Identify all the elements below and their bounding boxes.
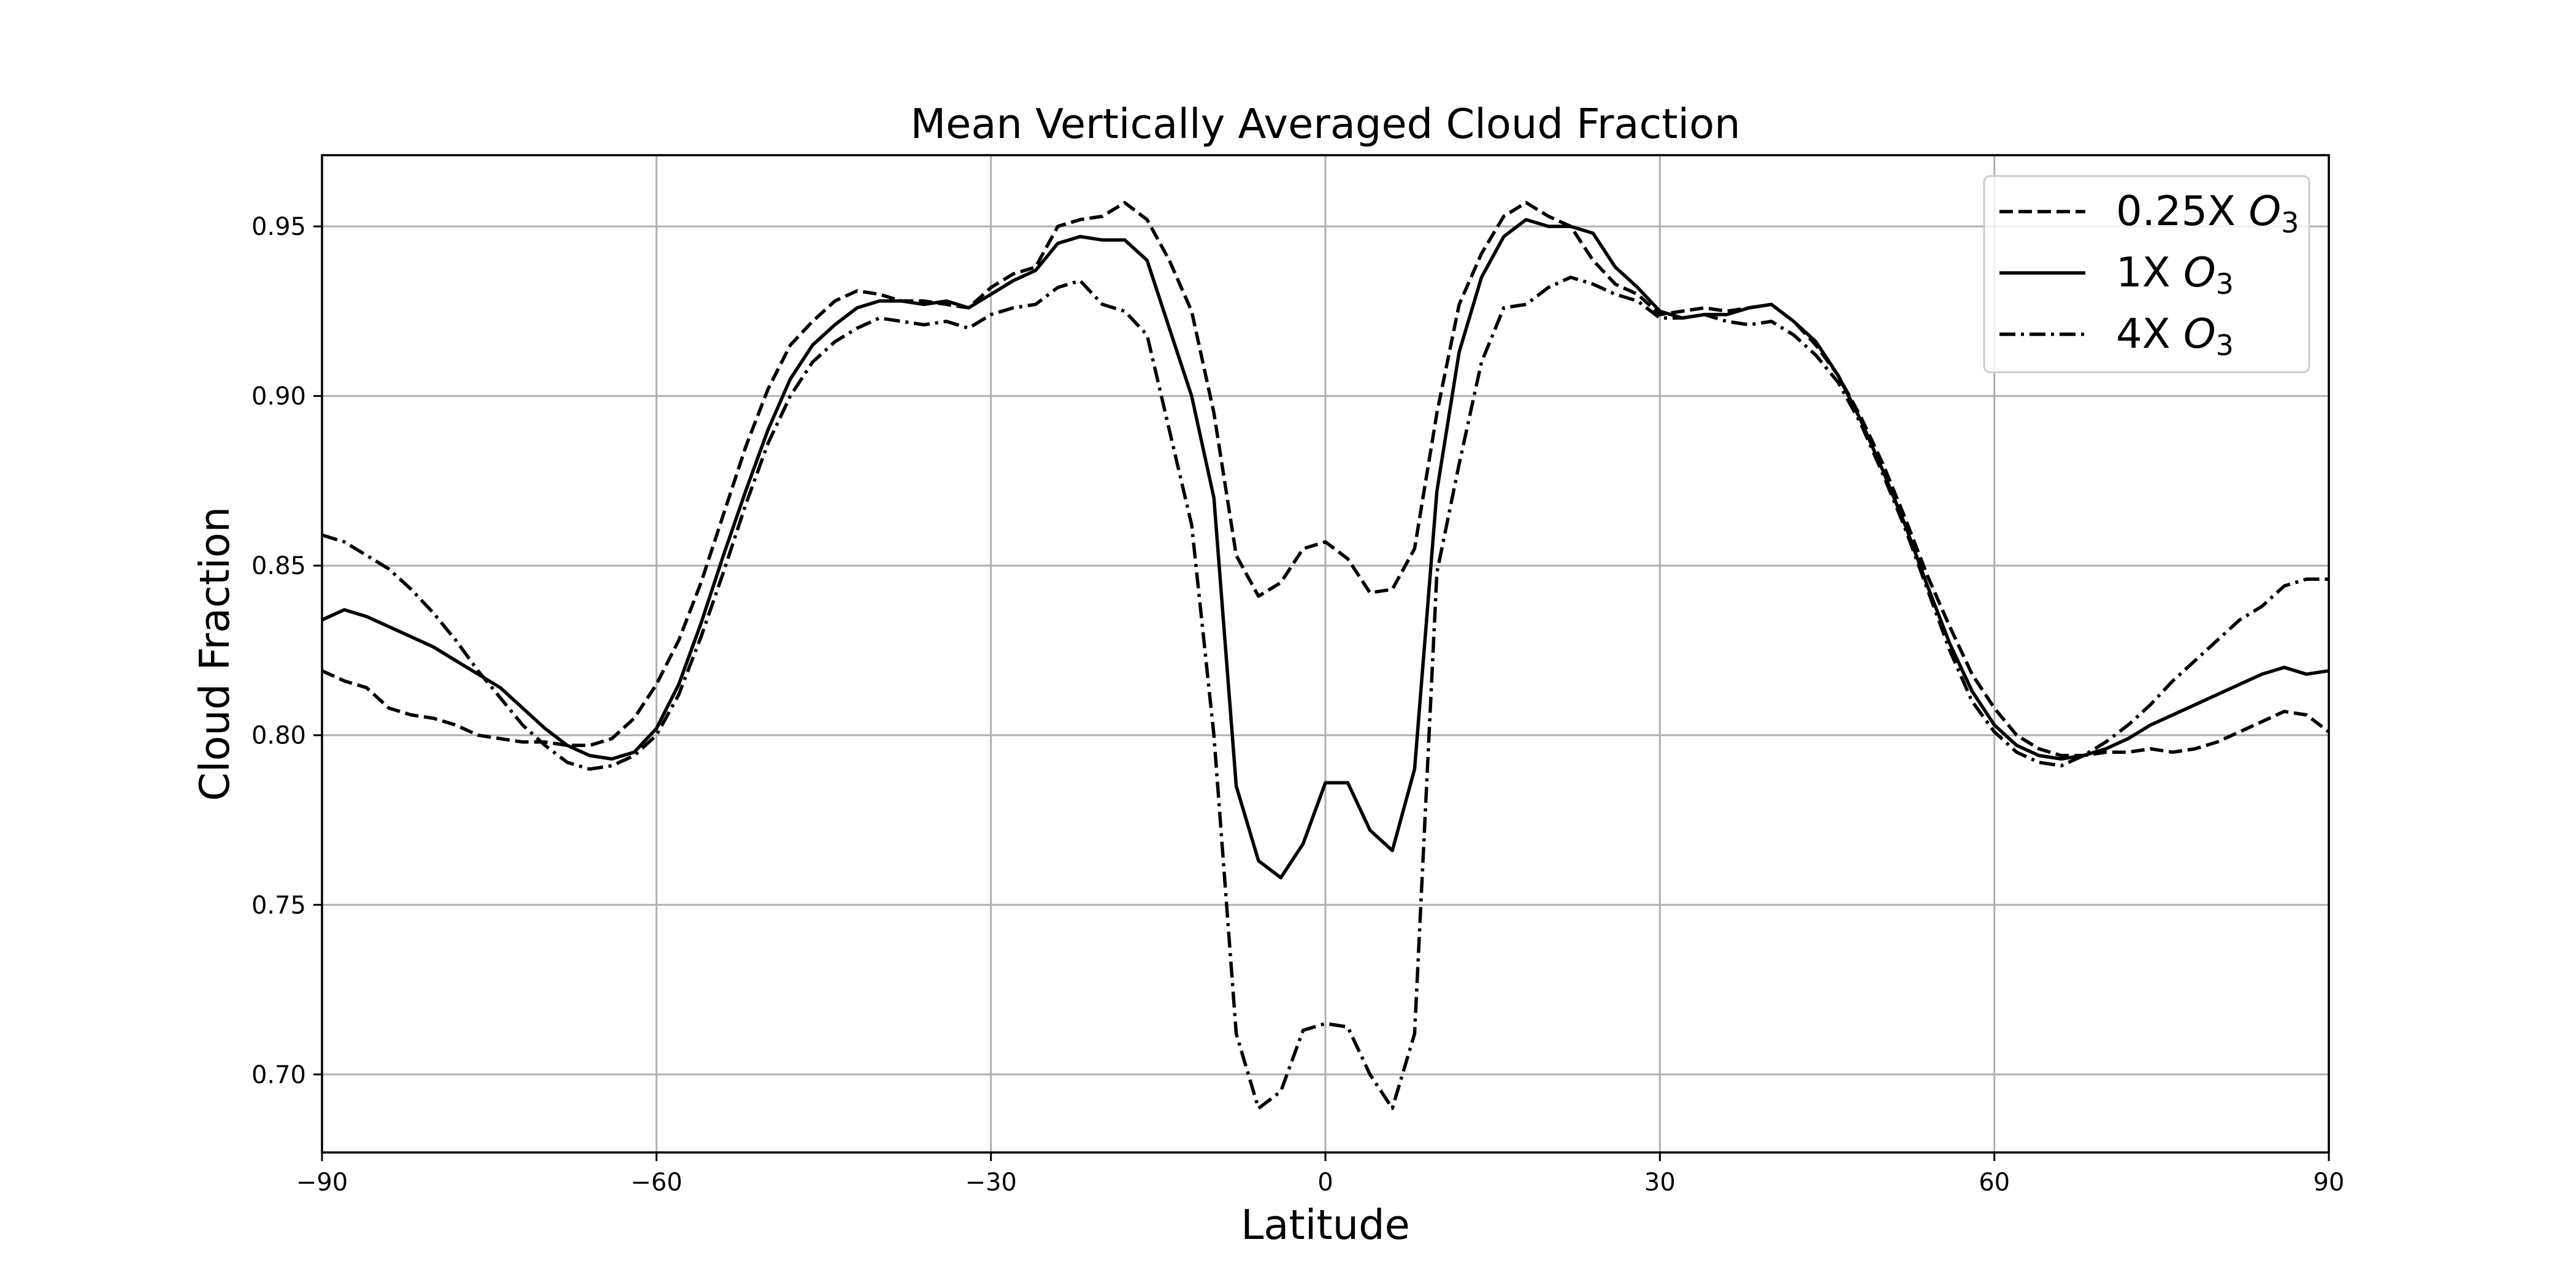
y-tick-label: 0.95 <box>251 213 306 241</box>
y-tick-label: 0.70 <box>251 1061 306 1089</box>
x-axis-ticks: −90 −60 −30 0 30 60 90 <box>296 1152 2345 1197</box>
series-line-1x <box>321 218 2329 880</box>
y-tick-label: 0.75 <box>251 891 306 919</box>
y-tick-label: 0.90 <box>251 383 306 411</box>
x-tick-label: 90 <box>2313 1168 2345 1197</box>
x-axis-label: Latitude <box>1241 1201 1410 1249</box>
legend-box <box>1983 175 2310 374</box>
x-tick-label: 60 <box>1979 1168 2010 1197</box>
legend-entry-0-25x: 0.25X O3 <box>2116 187 2299 239</box>
y-axis-label: Cloud Fraction <box>191 507 239 801</box>
x-tick-label: −30 <box>965 1168 1016 1197</box>
legend-entry-4x: 4X O3 <box>2116 310 2234 362</box>
x-tick-label: −60 <box>631 1168 682 1197</box>
x-tick-label: 0 <box>1317 1168 1333 1197</box>
legend: 0.25X O3 1X O3 4X O3 <box>1983 175 2310 374</box>
x-tick-label: 30 <box>1644 1168 1676 1197</box>
series-line-0-25x <box>321 201 2330 757</box>
y-axis-ticks: 0.70 0.75 0.80 0.85 0.90 0.95 <box>251 213 322 1089</box>
series-line-4x <box>321 275 2329 1110</box>
x-tick-label: −90 <box>296 1168 348 1197</box>
legend-entry-1x: 1X O3 <box>2116 248 2234 301</box>
chart-title: Mean Vertically Averaged Cloud Fraction <box>910 100 1740 148</box>
y-tick-label: 0.85 <box>251 552 306 580</box>
series-lines <box>321 201 2330 1110</box>
y-tick-label: 0.80 <box>251 722 306 750</box>
